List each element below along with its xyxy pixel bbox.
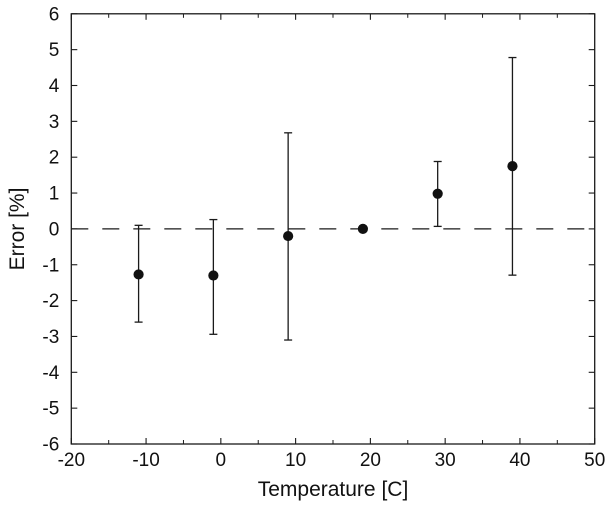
svg-text:6: 6	[49, 4, 60, 25]
svg-text:Temperature [C]: Temperature [C]	[258, 478, 409, 501]
svg-text:-1: -1	[42, 255, 59, 276]
svg-text:0: 0	[49, 219, 60, 240]
svg-text:-10: -10	[132, 450, 159, 471]
svg-text:10: 10	[285, 450, 306, 471]
svg-text:20: 20	[360, 450, 381, 471]
svg-text:1: 1	[49, 184, 60, 205]
svg-text:-2: -2	[42, 291, 59, 312]
svg-text:4: 4	[49, 76, 60, 97]
svg-text:40: 40	[509, 450, 530, 471]
svg-text:-3: -3	[42, 327, 59, 348]
svg-text:5: 5	[49, 40, 60, 61]
svg-text:-20: -20	[58, 450, 85, 471]
svg-text:-5: -5	[42, 399, 59, 420]
svg-text:50: 50	[584, 450, 605, 471]
svg-text:2: 2	[49, 148, 60, 169]
svg-text:30: 30	[435, 450, 456, 471]
svg-text:-4: -4	[42, 363, 59, 384]
svg-text:0: 0	[216, 450, 227, 471]
svg-text:-6: -6	[42, 435, 59, 456]
svg-text:3: 3	[49, 112, 60, 133]
